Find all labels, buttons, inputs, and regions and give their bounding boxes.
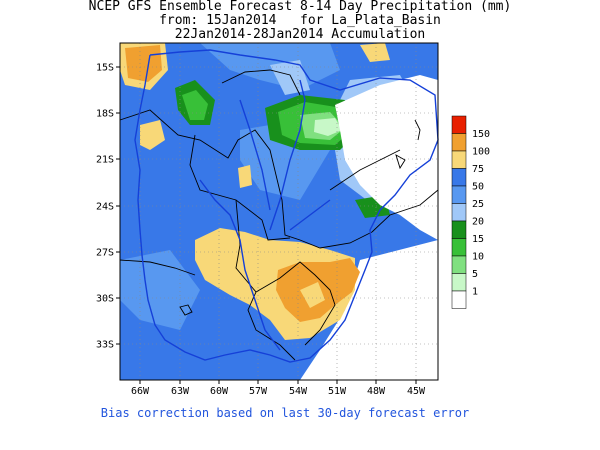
legend-label: 25: [472, 199, 484, 210]
lon-label: 48W: [367, 386, 386, 397]
precip-area-10: [182, 90, 208, 120]
precip-area-75: [360, 43, 390, 62]
lat-label: 30S: [96, 294, 114, 305]
precip-area-none: [300, 240, 438, 380]
legend-label: 150: [472, 129, 490, 140]
map-title-line-2: from: 15Jan2014 for La_Plata_Basin: [159, 13, 441, 28]
lon-label: 60W: [210, 386, 229, 397]
precip-area-1: [314, 118, 342, 136]
legend-swatch: [451, 238, 467, 257]
precip-area-75: [300, 282, 325, 308]
lat-label: 27S: [96, 248, 114, 259]
legend-swatch: [451, 133, 467, 152]
precip-legend: 150 100 75 50 25 20 15 10 5 1: [451, 115, 490, 309]
latitude-labels: 15S 18S 21S 24S 27S 30S 33S: [96, 63, 120, 351]
map-title-line-3: 22Jan2014-28Jan2014 Accumulation: [174, 27, 426, 42]
precip-field: [120, 43, 438, 380]
lat-label: 21S: [96, 155, 114, 166]
map-frame: [119, 42, 439, 381]
legend-swatch: [451, 273, 467, 292]
lon-label: 54W: [289, 386, 308, 397]
legend-label: 10: [472, 252, 484, 263]
legend-label: 15: [472, 234, 484, 245]
legend-swatch: [451, 115, 467, 134]
precip-area-20: [270, 60, 310, 95]
lat-label: 24S: [96, 202, 114, 213]
legend-label: 5: [472, 269, 478, 280]
legend-swatch: [451, 185, 467, 204]
legend-swatch: [451, 290, 467, 309]
legend-label: 20: [472, 217, 484, 228]
legend-label: 50: [472, 182, 484, 193]
precip-area-75: [238, 165, 252, 188]
lon-label: 57W: [249, 386, 268, 397]
lat-label: 18S: [96, 109, 114, 120]
lon-label: 45W: [407, 386, 426, 397]
precip-area-75: [140, 120, 165, 150]
legend-swatch: [451, 255, 467, 274]
map-title-line-1: NCEP GFS Ensemble Forecast 8-14 Day Prec…: [88, 0, 512, 14]
legend-label: 100: [472, 147, 490, 158]
legend-swatch: [451, 220, 467, 239]
legend-swatch: [451, 168, 467, 187]
longitude-labels: 66W 63W 60W 57W 54W 51W 48W 45W: [131, 380, 426, 397]
legend-swatch: [451, 150, 467, 169]
precip-area-none: [335, 75, 438, 240]
legend-label: 1: [472, 287, 478, 298]
lon-label: 51W: [328, 386, 347, 397]
legend-label: 75: [472, 164, 484, 175]
country-borders: [119, 69, 439, 361]
basin-boundary: [134, 49, 439, 363]
bias-correction-note: Bias correction based on last 30-day for…: [100, 406, 470, 420]
lon-label: 63W: [171, 386, 190, 397]
legend-swatch: [451, 203, 467, 222]
lon-label: 66W: [131, 386, 150, 397]
lat-label: 15S: [96, 63, 114, 74]
lat-label: 33S: [96, 340, 114, 351]
